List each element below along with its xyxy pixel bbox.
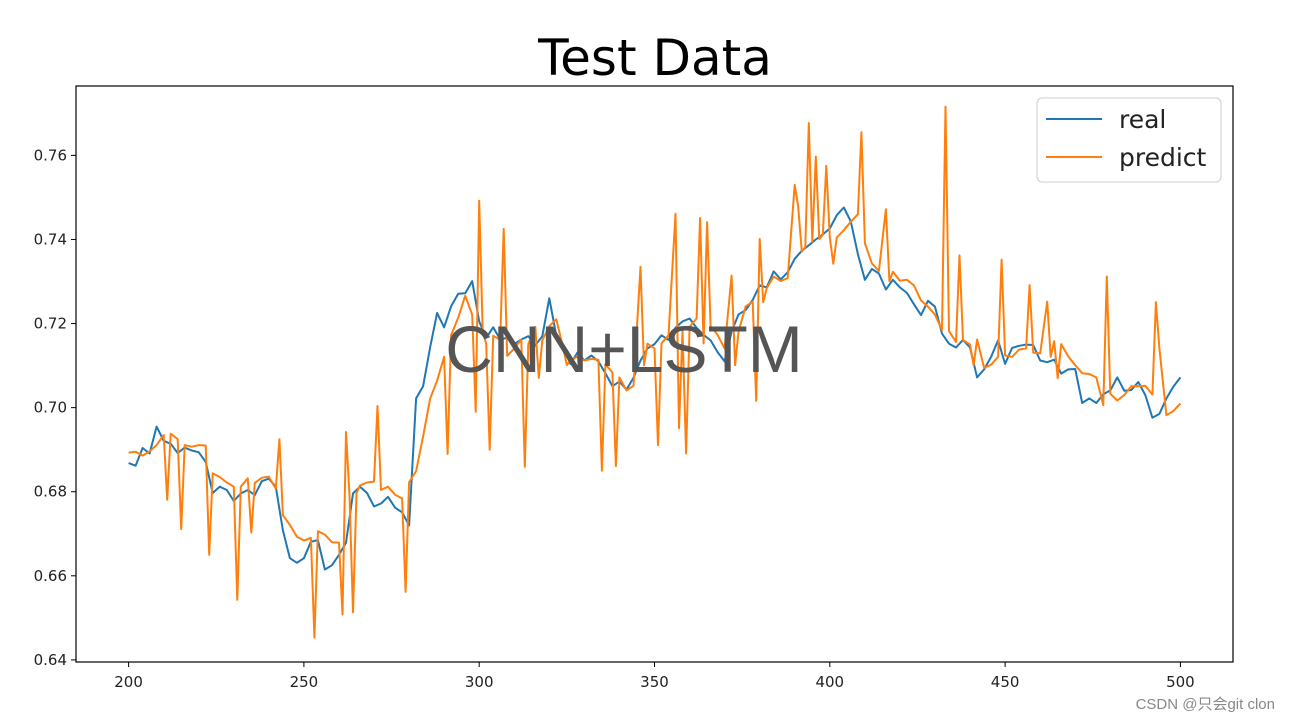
y-tick-label: 0.70 [34,399,67,417]
x-tick-label: 400 [815,673,844,691]
series-line-predict [128,105,1182,639]
x-tick-label: 500 [1166,673,1195,691]
watermark: CSDN @只会git clon [1136,696,1275,713]
legend-label-real: real [1119,105,1166,134]
y-axis: 0.64 0.66 0.68 0.70 0.72 0.74 0.76 [34,146,76,669]
plot-area [128,105,1182,639]
x-tick-label: 250 [290,673,319,691]
y-tick-label: 0.64 [34,651,67,669]
y-tick-label: 0.76 [34,146,67,164]
overlay-caption: CNN+LSTM [445,312,803,386]
legend: real predict [1036,97,1222,183]
chart-title: Test Data [537,29,772,87]
x-axis: 200 250 300 350 400 450 500 [114,662,1195,691]
y-tick-label: 0.68 [34,483,67,501]
series-line-real [128,206,1182,571]
x-tick-label: 350 [640,673,669,691]
legend-label-predict: predict [1119,143,1207,172]
y-tick-label: 0.72 [34,315,67,333]
x-tick-label: 300 [465,673,494,691]
x-tick-label: 450 [991,673,1020,691]
y-tick-label: 0.66 [34,567,67,585]
x-tick-label: 200 [114,673,143,691]
y-tick-label: 0.74 [34,230,67,248]
